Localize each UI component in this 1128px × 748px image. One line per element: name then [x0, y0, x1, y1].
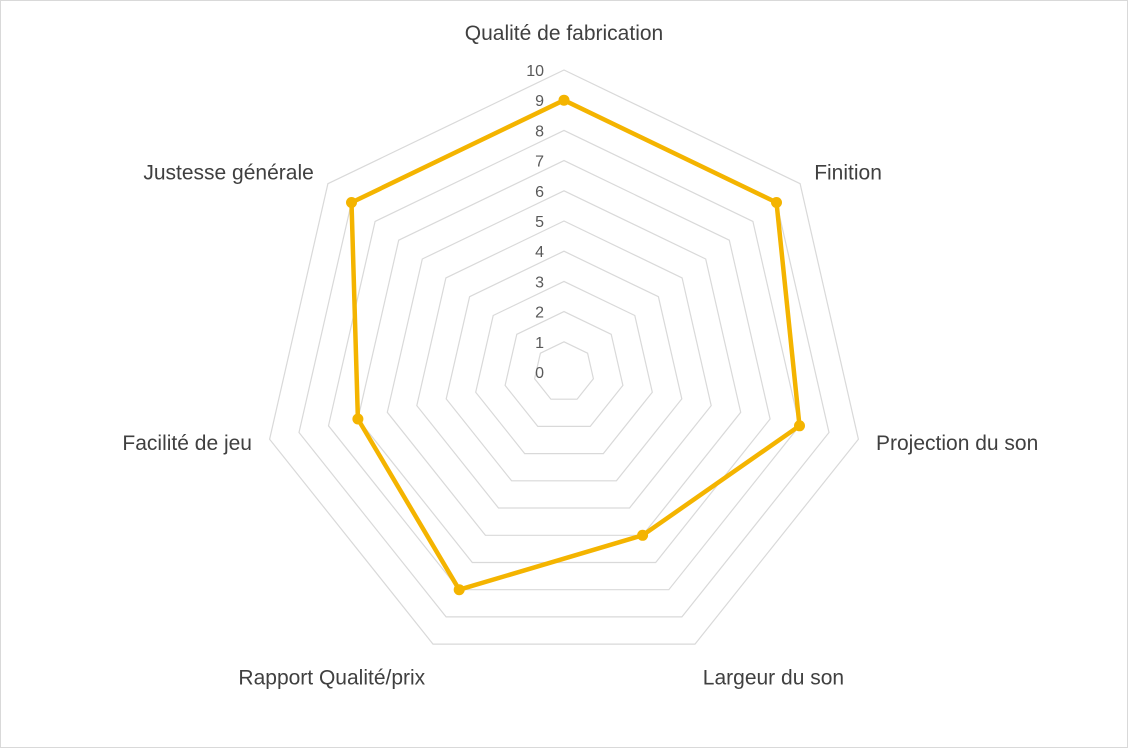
category-label: Largeur du son [703, 666, 844, 689]
grid-ring-5 [416, 220, 712, 509]
tick-label: 4 [535, 244, 544, 261]
category-label: Justesse générale [143, 162, 313, 185]
grid-ring-2 [504, 310, 624, 427]
tick-label: 10 [526, 63, 544, 80]
grid-ring-7 [357, 159, 771, 564]
tick-label: 3 [535, 274, 544, 291]
data-point [794, 420, 805, 432]
tick-label: 7 [535, 154, 544, 171]
category-label: Rapport Qualité/prix [238, 666, 425, 689]
data-point [558, 94, 570, 106]
data-point [771, 197, 782, 208]
tick-label: 6 [535, 184, 544, 201]
grid-ring-8 [327, 129, 801, 591]
category-label: Finition [814, 162, 882, 185]
series-layer [346, 94, 805, 596]
data-point [637, 529, 649, 541]
grid-ring-4 [445, 250, 683, 482]
grid-ring-6 [386, 190, 742, 536]
category-label: Projection du son [876, 432, 1038, 455]
grid-ring-9 [298, 99, 830, 618]
category-labels: Qualité de fabrication Finition Projection… [122, 22, 1038, 689]
tick-label: 0 [535, 365, 544, 382]
data-point [346, 197, 357, 208]
tick-label: 8 [535, 123, 544, 140]
grid-ring-3 [475, 280, 653, 455]
data-point [453, 584, 465, 596]
category-label: Qualité de fabrication [465, 22, 663, 45]
tick-label: 1 [535, 335, 544, 352]
tick-label: 2 [535, 305, 544, 322]
tick-label: 5 [535, 214, 544, 231]
grid-ring-1 [533, 341, 595, 400]
category-label: Facilité de jeu [122, 432, 252, 455]
grid [268, 69, 860, 645]
grid-ring-10 [268, 69, 860, 645]
radial-tick-labels: 0 1 2 3 4 5 6 7 8 9 10 [526, 63, 544, 382]
tick-label: 9 [535, 93, 544, 110]
data-point [352, 413, 364, 425]
series-line [349, 97, 802, 592]
